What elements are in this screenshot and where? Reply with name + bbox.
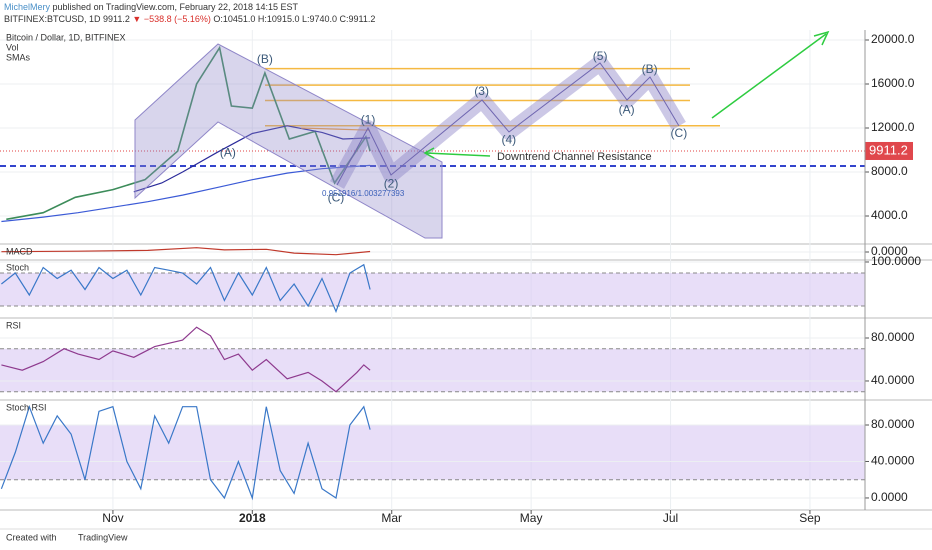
x-tick-label: 2018 [239, 511, 266, 525]
footer-created: Created with [6, 532, 57, 542]
pane-title: Stoch [6, 262, 29, 272]
annotation: (3) [474, 84, 489, 98]
annotation: (4) [501, 132, 516, 146]
arrow-head [813, 30, 830, 46]
annotation: (1) [361, 112, 376, 126]
legend-entry: Vol [6, 42, 19, 52]
symbol: BITFINEX:BTCUSD, 1D [4, 14, 101, 24]
pane-title: RSI [6, 320, 21, 330]
legend-entry: SMAs [6, 52, 31, 62]
annotation: 0.951916/1.003277393 [322, 189, 405, 198]
y-tick-label: 100.0000 [871, 254, 921, 268]
pane-title: MACD [6, 246, 33, 256]
annotation: (B) [642, 62, 658, 76]
annotation: (2) [384, 176, 399, 190]
series-line [0, 404, 371, 501]
band [0, 348, 865, 392]
x-tick-label: Sep [799, 511, 821, 525]
annotation: (B) [257, 52, 273, 66]
y-tick-label: 0.0000 [871, 490, 908, 504]
series-line [1, 263, 371, 314]
arrow [425, 152, 491, 157]
header-line: MichelMery published on TradingView.com,… [4, 2, 299, 12]
pane-title: Stoch RSI [6, 402, 47, 412]
annotation: (A) [220, 145, 236, 159]
published: published on TradingView.com, February 2… [53, 2, 299, 12]
y-tick-label: 16000.0 [871, 76, 915, 90]
wave-outline [336, 62, 680, 186]
series-line [1, 326, 371, 393]
x-tick-label: Mar [381, 511, 402, 525]
series-line [301, 127, 371, 131]
arrow [711, 33, 827, 119]
series-line [133, 125, 371, 193]
arrow-head [423, 147, 435, 159]
annotation: (A) [619, 103, 635, 117]
footer-brand[interactable]: TradingView [78, 532, 128, 542]
series-line [1, 164, 371, 223]
channel [134, 43, 443, 239]
y-tick-label: 4000.0 [871, 208, 908, 222]
annotation: (5) [593, 49, 608, 63]
drawings [134, 30, 830, 239]
x-tick-label: May [520, 511, 543, 525]
y-tick-label: 12000.0 [871, 120, 915, 134]
x-tick-label: Jul [663, 511, 678, 525]
y-tick-label: 80.0000 [871, 330, 915, 344]
series-line [6, 45, 371, 221]
y-tick-label: 40.0000 [871, 373, 915, 387]
y-tick-label: 8000.0 [871, 164, 908, 178]
change: ▼ −538.8 (−5.16%) [132, 14, 210, 24]
band [0, 424, 865, 480]
annotation: Downtrend Channel Resistance [497, 151, 652, 163]
last-price-label: 9911.2 [869, 142, 908, 157]
header-quote: BITFINEX:BTCUSD, 1D 9911.2 ▼ −538.8 (−5.… [4, 14, 375, 24]
band [0, 272, 865, 307]
x-tick-label: Nov [102, 511, 123, 525]
series-line [1, 247, 371, 256]
annotation: (C) [671, 126, 688, 140]
y-tick-label: 40.0000 [871, 454, 915, 468]
last-price-box [865, 141, 913, 160]
y-tick-label: 0.0000 [871, 244, 908, 258]
y-tick-label: 80.0000 [871, 417, 915, 431]
ohlc: O:10451.0 H:10915.0 L:9740.0 C:9911.2 [213, 14, 375, 24]
price: 9911.2 [103, 14, 130, 24]
author: MichelMery [4, 2, 51, 12]
y-tick-label: 20000.0 [871, 32, 915, 46]
pane-title: Bitcoin / Dollar, 1D, BITFINEX [6, 32, 126, 42]
annotation: (C) [328, 191, 345, 205]
